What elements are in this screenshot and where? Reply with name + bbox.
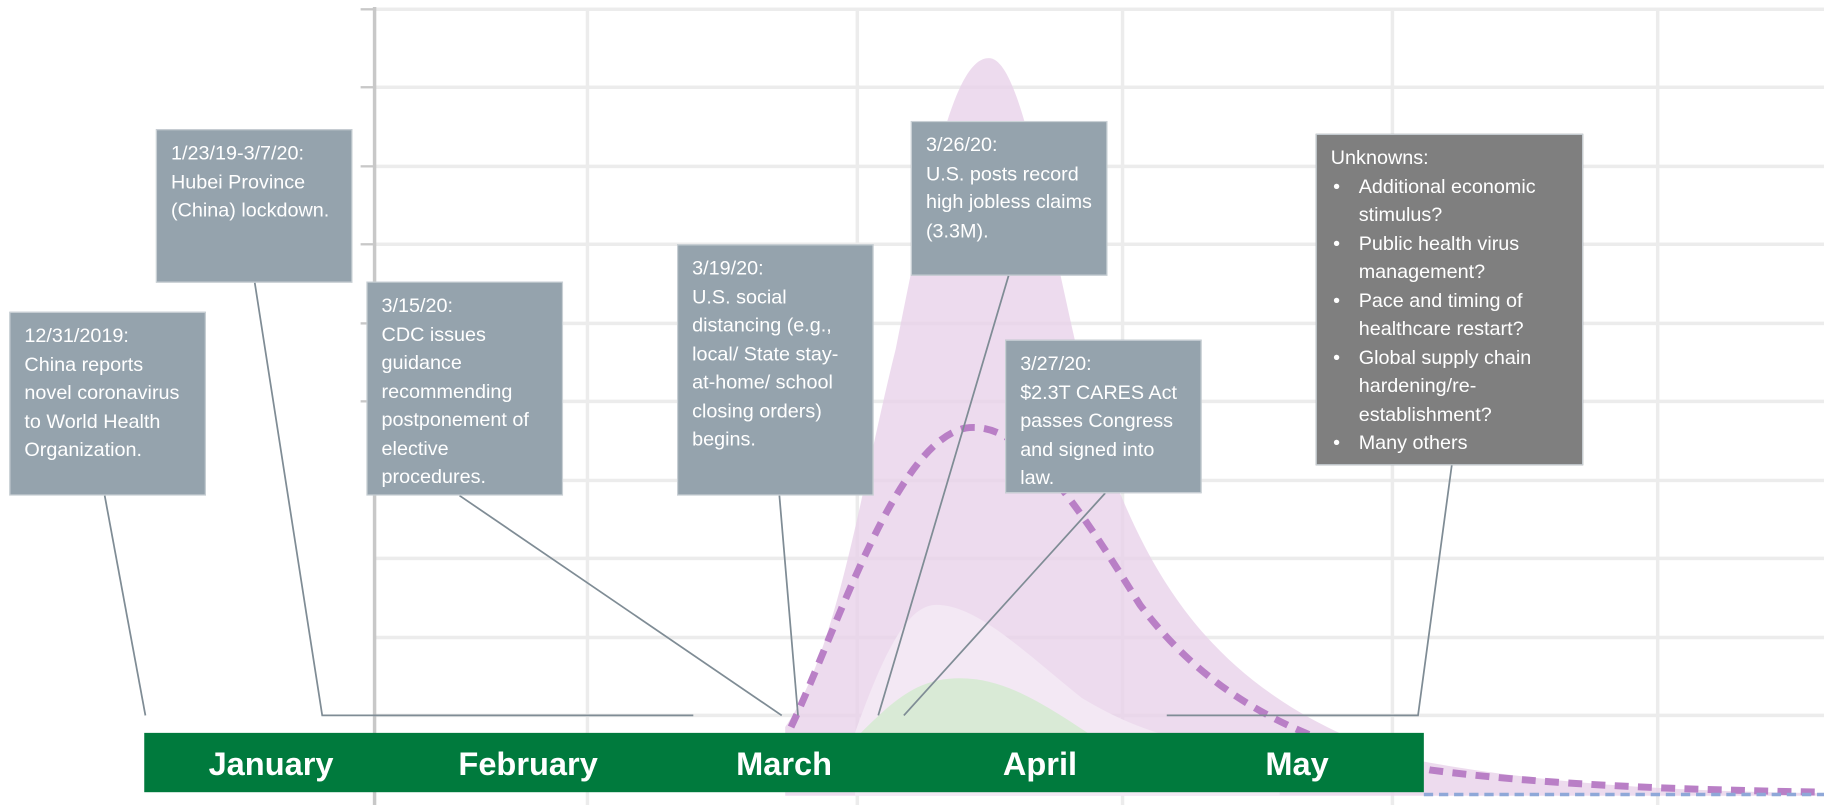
connectors bbox=[103, 275, 1453, 717]
month-label: January bbox=[208, 745, 334, 782]
projection-curve bbox=[787, 424, 1824, 796]
event-date: 1/23/19-3/7/20: bbox=[171, 141, 305, 165]
event-date: 3/27/20: bbox=[1020, 352, 1092, 375]
month-label: March bbox=[736, 745, 833, 782]
unknown-item: Global supply chain hardening/re-establi… bbox=[1333, 344, 1568, 430]
event-text: U.S. posts record high jobless claims (3… bbox=[925, 162, 1092, 242]
event-text: China reports novel coronavirus to World… bbox=[24, 353, 180, 461]
unknown-item: Public health virus management? bbox=[1333, 230, 1568, 287]
event-date: 3/15/20: bbox=[381, 294, 454, 317]
green-area bbox=[860, 678, 1088, 733]
event-text: $2.3T CARES Act passes Congress and sign… bbox=[1020, 380, 1178, 489]
month-label: February bbox=[458, 745, 598, 782]
event-box: 3/15/20: CDC issues guidance recommending… bbox=[366, 281, 564, 496]
unknown-item: Pace and timing of healthcare restart? bbox=[1333, 287, 1568, 344]
event-date: 3/26/20: bbox=[925, 133, 998, 156]
month-bar bbox=[144, 732, 1424, 793]
event-box: 1/23/19-3/7/20: Hubei Province (China) lo… bbox=[155, 129, 353, 283]
event-box: 3/26/20: U.S. posts record high jobless c… bbox=[910, 120, 1108, 276]
unknown-item: Additional economic stimulus? bbox=[1333, 173, 1568, 230]
unknowns-box: Unknowns: Additional economic stimulus?P… bbox=[1315, 133, 1584, 466]
event-box: 12/31/2019: China reports novel coronavir… bbox=[9, 311, 206, 496]
event-date: 3/19/20: bbox=[692, 257, 764, 280]
unknown-item: Many others bbox=[1333, 429, 1568, 458]
event-date: 12/31/2019: bbox=[24, 324, 129, 347]
unknowns-title: Unknowns: bbox=[1330, 146, 1429, 169]
month-label: May bbox=[1265, 745, 1329, 782]
event-text: U.S. social distancing (e.g., local/ Sta… bbox=[692, 285, 839, 451]
unknowns-list: Additional economic stimulus?Public heal… bbox=[1331, 173, 1568, 458]
month-label: April bbox=[1002, 745, 1078, 782]
event-box: 3/27/20: $2.3T CARES Act passes Congress … bbox=[1005, 339, 1202, 494]
event-box: 3/19/20: U.S. social distancing (e.g., lo… bbox=[677, 244, 874, 496]
event-text: Hubei Province (China) lockdown. bbox=[171, 170, 330, 222]
event-text: CDC issues guidance recommending postpon… bbox=[381, 322, 529, 488]
